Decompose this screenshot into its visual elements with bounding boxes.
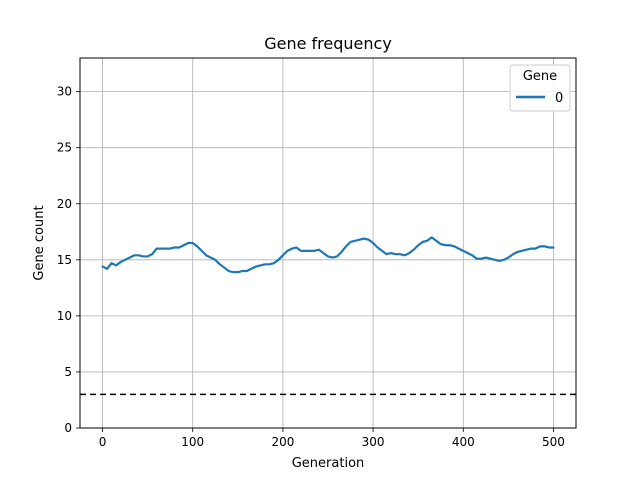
y-axis-label: Gene count: [32, 205, 47, 280]
legend-entry-label: 0: [555, 91, 563, 106]
x-tick-label: 500: [542, 435, 565, 449]
x-tick-label: 300: [362, 435, 385, 449]
plot-frame: [79, 57, 577, 429]
x-tick-label: 100: [181, 435, 204, 449]
x-axis-label: Generation: [292, 456, 365, 471]
x-tick-label: 400: [452, 435, 475, 449]
y-tick-label: 10: [57, 309, 72, 323]
y-tick-label: 30: [57, 85, 72, 99]
series-line-gene-0: [101, 236, 555, 274]
x-tick-label: 0: [99, 435, 107, 449]
y-tick-label: 0: [64, 421, 72, 435]
legend-title: Gene: [523, 69, 557, 84]
y-tick-label: 25: [57, 141, 72, 155]
legend-box: [509, 64, 571, 112]
legend: Gene 0: [509, 64, 571, 112]
y-tick-label: 15: [57, 253, 72, 267]
series-layer: [101, 236, 555, 274]
y-tick-label: 5: [64, 365, 72, 379]
y-axis-ticks: 0 5 10 15 20 25 30: [57, 85, 80, 435]
y-tick-label: 20: [57, 197, 72, 211]
x-tick-label: 200: [271, 435, 294, 449]
x-axis-ticks: 0 100 200 300 400 500: [99, 428, 565, 449]
chart-title: Gene frequency: [264, 34, 392, 53]
